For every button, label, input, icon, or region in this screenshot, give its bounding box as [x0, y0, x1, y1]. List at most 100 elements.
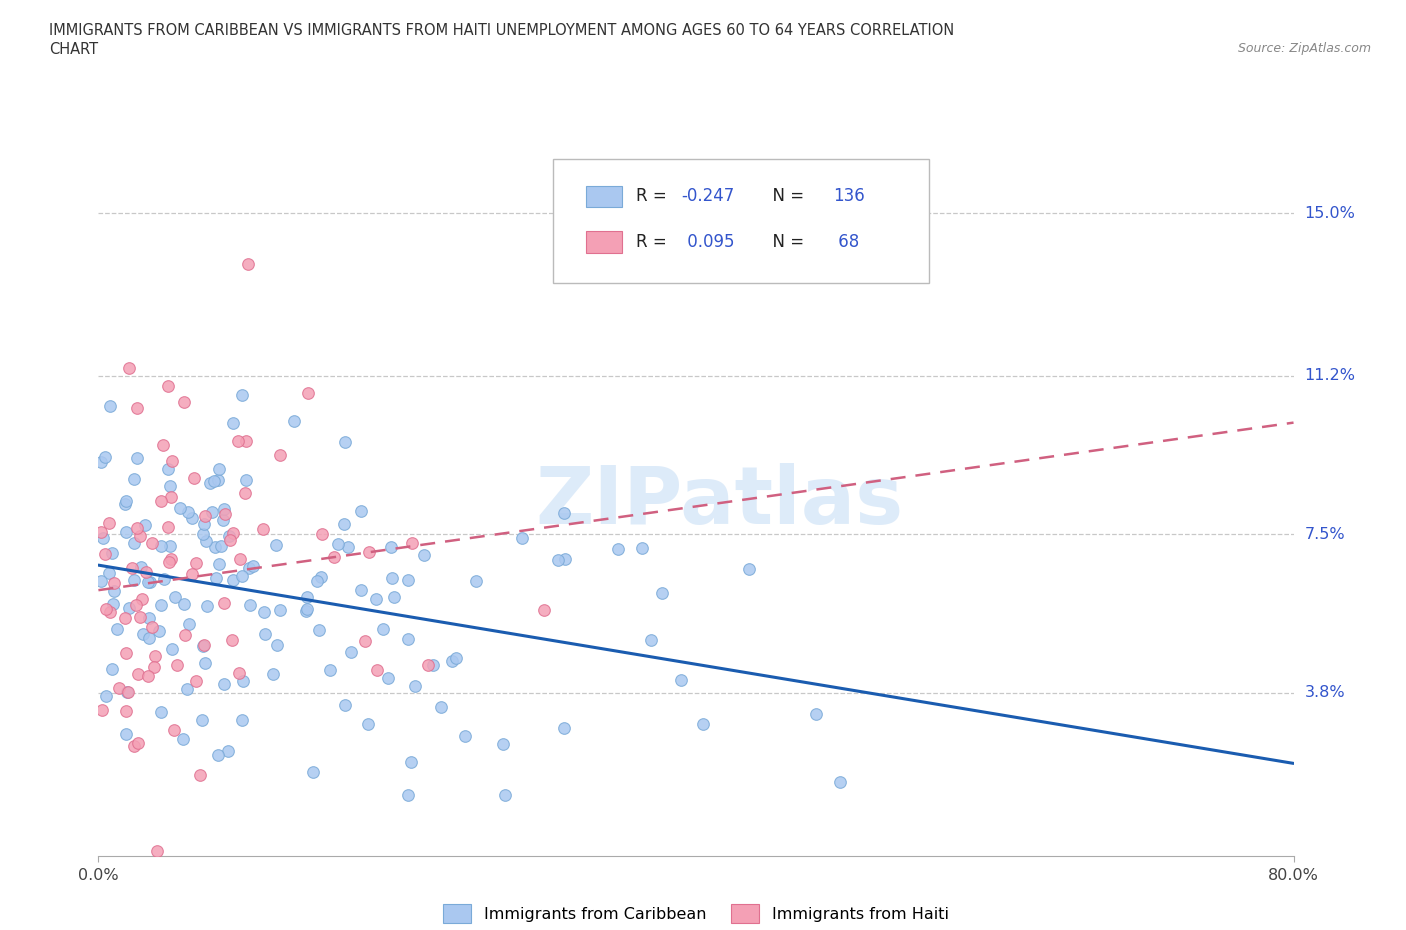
Point: [269, 447, 291, 462]
Point: [217, 743, 239, 758]
Point: [125, 451, 148, 466]
Point: [90, 455, 112, 470]
Point: [141, 619, 163, 634]
Point: [91, 530, 114, 545]
Point: [204, 539, 226, 554]
Point: [148, 623, 170, 638]
Point: [359, 545, 381, 560]
Legend: Immigrants from Caribbean, Immigrants from Haiti: Immigrants from Caribbean, Immigrants fr…: [436, 897, 956, 929]
Point: [114, 525, 136, 539]
Point: [127, 736, 149, 751]
Point: [212, 501, 235, 516]
Point: [188, 767, 211, 782]
Point: [186, 555, 208, 570]
Point: [204, 571, 226, 586]
Point: [128, 529, 150, 544]
Point: [163, 723, 186, 737]
Point: [96, 688, 118, 703]
Text: 0.095: 0.095: [682, 233, 734, 251]
Point: [176, 682, 198, 697]
Point: [98, 398, 121, 413]
Point: [128, 610, 150, 625]
Point: [118, 601, 141, 616]
Point: [150, 598, 173, 613]
Point: [371, 621, 394, 636]
Point: [232, 674, 254, 689]
Point: [115, 684, 138, 699]
Point: [607, 542, 630, 557]
Point: [266, 538, 288, 552]
Point: [193, 638, 215, 653]
Point: [239, 597, 262, 612]
Point: [108, 681, 131, 696]
Point: [194, 509, 217, 524]
Point: [149, 493, 172, 508]
Point: [651, 585, 673, 600]
Point: [252, 522, 274, 537]
Point: [235, 485, 257, 500]
Point: [253, 627, 276, 642]
Point: [440, 653, 463, 668]
Point: [252, 604, 274, 619]
Text: 15.0%: 15.0%: [1305, 206, 1355, 220]
Point: [169, 500, 191, 515]
Point: [98, 515, 121, 530]
Point: [180, 511, 202, 525]
Point: [828, 775, 851, 790]
Point: [412, 548, 434, 563]
Point: [156, 379, 179, 393]
Point: [494, 788, 516, 803]
Point: [124, 573, 146, 588]
Text: 3.8%: 3.8%: [1305, 685, 1346, 700]
Point: [297, 386, 319, 401]
Point: [553, 721, 575, 736]
Point: [149, 538, 172, 553]
Text: IMMIGRANTS FROM CARIBBEAN VS IMMIGRANTS FROM HAITI UNEMPLOYMENT AMONG AGES 60 TO: IMMIGRANTS FROM CARIBBEAN VS IMMIGRANTS …: [49, 23, 955, 38]
Point: [98, 604, 121, 619]
Text: CHART: CHART: [49, 42, 98, 57]
Point: [127, 667, 149, 682]
Point: [554, 551, 576, 566]
Point: [364, 591, 387, 606]
Point: [547, 552, 569, 567]
Point: [354, 633, 377, 648]
Point: [297, 601, 319, 616]
Point: [235, 472, 257, 487]
Text: R =: R =: [637, 233, 672, 251]
Point: [156, 520, 179, 535]
Point: [100, 546, 122, 561]
Point: [297, 590, 319, 604]
Point: [283, 414, 305, 429]
Point: [122, 536, 145, 551]
Point: [238, 561, 260, 576]
Point: [160, 641, 183, 656]
Point: [181, 567, 204, 582]
Point: [396, 788, 419, 803]
Point: [98, 565, 121, 580]
Point: [202, 473, 225, 488]
Point: [266, 637, 288, 652]
Point: [302, 764, 325, 779]
Point: [366, 662, 388, 677]
Point: [90, 574, 112, 589]
Text: 11.2%: 11.2%: [1305, 368, 1355, 383]
Point: [219, 532, 242, 547]
Point: [214, 676, 236, 691]
Point: [738, 561, 761, 576]
Point: [305, 574, 328, 589]
Point: [143, 648, 166, 663]
Point: [222, 416, 245, 431]
Point: [94, 449, 117, 464]
Point: [159, 479, 181, 494]
Point: [141, 536, 163, 551]
Point: [103, 576, 125, 591]
Point: [152, 438, 174, 453]
Point: [208, 556, 231, 571]
Point: [231, 568, 253, 583]
Point: [337, 539, 360, 554]
Text: 68: 68: [834, 233, 859, 251]
Point: [492, 737, 515, 751]
Point: [153, 572, 176, 587]
Point: [135, 565, 157, 579]
Point: [357, 716, 380, 731]
